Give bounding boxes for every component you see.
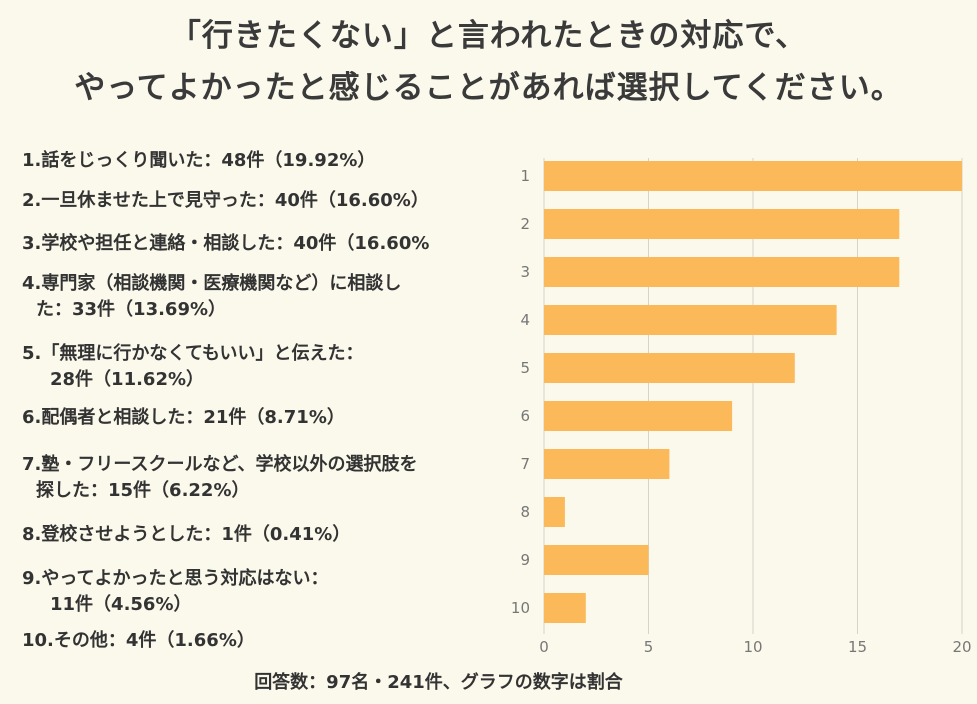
bar: [544, 401, 733, 431]
legend-item-6: 6.配偶者と相談した：21件（8.71%）: [22, 405, 345, 431]
y-category-label: 4: [520, 311, 530, 329]
legend-item-7: 7.塾・フリースクールなど、学校以外の選択肢を 探した：15件（6.22%）: [22, 452, 418, 504]
legend-item-3: 3.学校や担任と連絡・相談した：40件（16.60%: [22, 231, 429, 257]
legend-text: 探した：15件（6.22%）: [36, 480, 250, 501]
footer-note: 回答数：97名・241件、グラフの数字は割合: [254, 672, 623, 693]
x-tick-label: 10: [743, 638, 762, 656]
bar: [544, 545, 649, 575]
legend-text: 9.やってよかったと思う対応はない：: [22, 568, 329, 589]
legend-text: た：33件（13.69%）: [36, 299, 227, 320]
legend-item-8: 8.登校させようとした：1件（0.41%）: [22, 522, 350, 548]
legend-text: 10.その他：4件（1.66%）: [22, 630, 255, 651]
bar: [544, 449, 670, 479]
legend-text: 1.話をじっくり聞いた：48件（19.92%）: [22, 150, 376, 171]
legend-text: 6.配偶者と相談した：21件（8.71%）: [22, 407, 345, 428]
y-category-label: 2: [520, 215, 530, 233]
legend-item-5: 5.「無理に行かなくてもいい」と伝えた： 28件（11.62%）: [22, 341, 364, 393]
y-category-label: 3: [520, 263, 530, 281]
y-category-label: 6: [520, 407, 530, 425]
y-category-label: 8: [520, 503, 530, 521]
x-tick-label: 15: [848, 638, 867, 656]
legend-item-10: 10.その他：4件（1.66%）: [22, 628, 255, 654]
x-tick-label: 20: [952, 638, 971, 656]
bar: [544, 257, 900, 287]
legend-text: 11件（4.56%）: [50, 594, 192, 615]
legend-text: 2.一旦休ませた上で見守った：40件（16.60%）: [22, 190, 429, 211]
legend-item-2: 2.一旦休ませた上で見守った：40件（16.60%）: [22, 188, 429, 214]
y-category-label: 5: [520, 359, 530, 377]
y-category-label: 1: [520, 167, 530, 185]
bar: [544, 161, 962, 191]
y-category-label: 9: [520, 551, 530, 569]
legend-item-1: 1.話をじっくり聞いた：48件（19.92%）: [22, 148, 375, 174]
bar: [544, 353, 795, 383]
legend-text: 7.塾・フリースクールなど、学校以外の選択肢を: [22, 454, 418, 475]
x-tick-label: 0: [539, 638, 549, 656]
legend-text: 4.専門家（相談機関・医療機関など）に相談し: [22, 273, 402, 294]
bar: [544, 593, 586, 623]
bar: [544, 497, 565, 527]
chart-title: 「行きたくない」と言われたときの対応で、 やってよかったと感じることがあれば選択…: [0, 10, 977, 114]
legend-item-9: 9.やってよかったと思う対応はない： 11件（4.56%）: [22, 566, 328, 618]
legend-text: 5.「無理に行かなくてもいい」と伝えた：: [22, 343, 364, 364]
bar: [544, 209, 900, 239]
x-tick-label: 5: [644, 638, 654, 656]
legend-item-4: 4.専門家（相談機関・医療機関など）に相談し た：33件（13.69%）: [22, 271, 401, 323]
legend-text: 8.登校させようとした：1件（0.41%）: [22, 524, 351, 545]
title-line-1: 「行きたくない」と言われたときの対応で、: [169, 18, 808, 54]
title-line-2: やってよかったと感じることがあれば選択してください。: [74, 70, 903, 106]
bar: [544, 305, 837, 335]
y-category-label: 7: [520, 455, 530, 473]
legend-text: 28件（11.62%）: [50, 369, 205, 390]
y-category-label: 10: [511, 599, 530, 617]
legend-text: 3.学校や担任と連絡・相談した：40件（16.60%: [22, 233, 430, 254]
